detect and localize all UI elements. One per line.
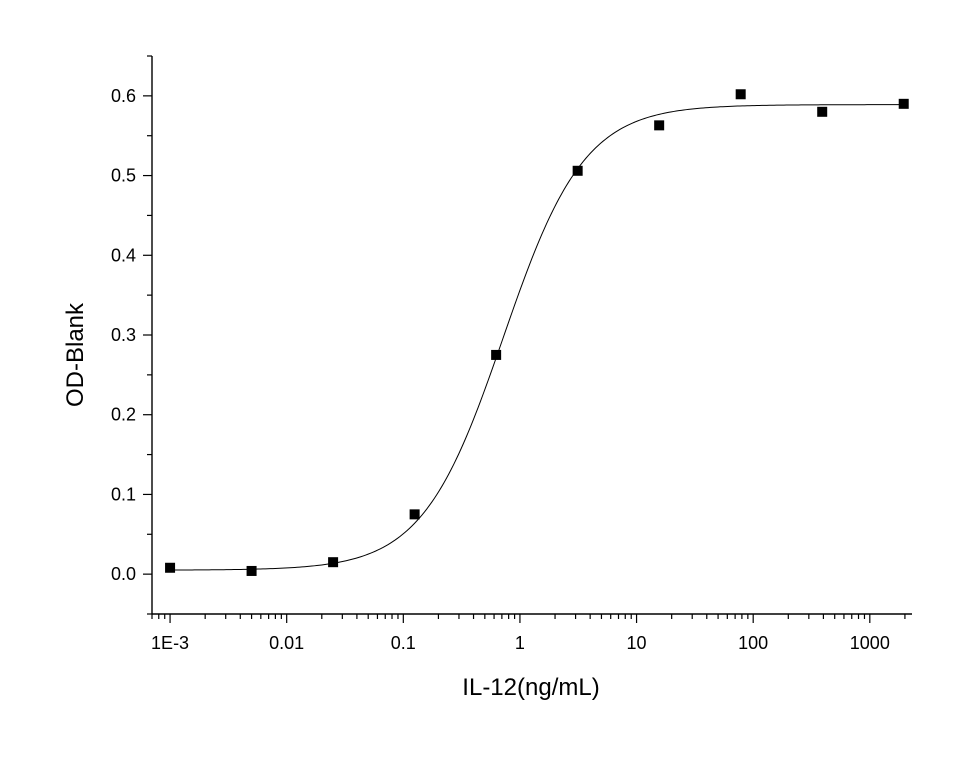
- y-tick-label: 0.1: [111, 484, 136, 504]
- data-point: [328, 557, 339, 568]
- data-points-layer: [165, 89, 909, 576]
- data-point: [572, 165, 583, 176]
- y-axis-title: OD-Blank: [62, 302, 89, 407]
- y-tick-label: 0.6: [111, 86, 136, 106]
- axes: 0.0 0.1 0.2 0.3 0.4 0.5 0.6 1E-3 0.01 0.1 1 10 100 10…: [111, 55, 912, 653]
- y-tick-label: 0.0: [111, 564, 136, 584]
- x-axis-title: IL-12(ng/mL): [462, 674, 599, 701]
- data-point: [817, 106, 828, 117]
- x-tick-label: 1: [515, 633, 525, 653]
- y-tick-label: 0.5: [111, 166, 136, 186]
- y-tick-label: 0.3: [111, 325, 136, 345]
- y-tick-label: 0.4: [111, 245, 136, 265]
- fit-curve-layer: [170, 104, 904, 571]
- x-tick-label: 1000: [850, 633, 890, 653]
- x-tick-label: 0.1: [391, 633, 416, 653]
- x-tick-label: 10: [627, 633, 647, 653]
- fit-curve: [170, 104, 904, 571]
- x-tick-label: 1E-3: [151, 633, 189, 653]
- data-point: [898, 98, 909, 109]
- data-point: [409, 509, 420, 520]
- data-point: [165, 562, 176, 573]
- data-point: [654, 120, 665, 131]
- x-tick-label: 0.01: [269, 633, 304, 653]
- y-tick-label: 0.2: [111, 405, 136, 425]
- x-tick-label: 100: [738, 633, 768, 653]
- data-point: [735, 89, 746, 100]
- data-point: [491, 349, 502, 360]
- data-point: [246, 565, 257, 576]
